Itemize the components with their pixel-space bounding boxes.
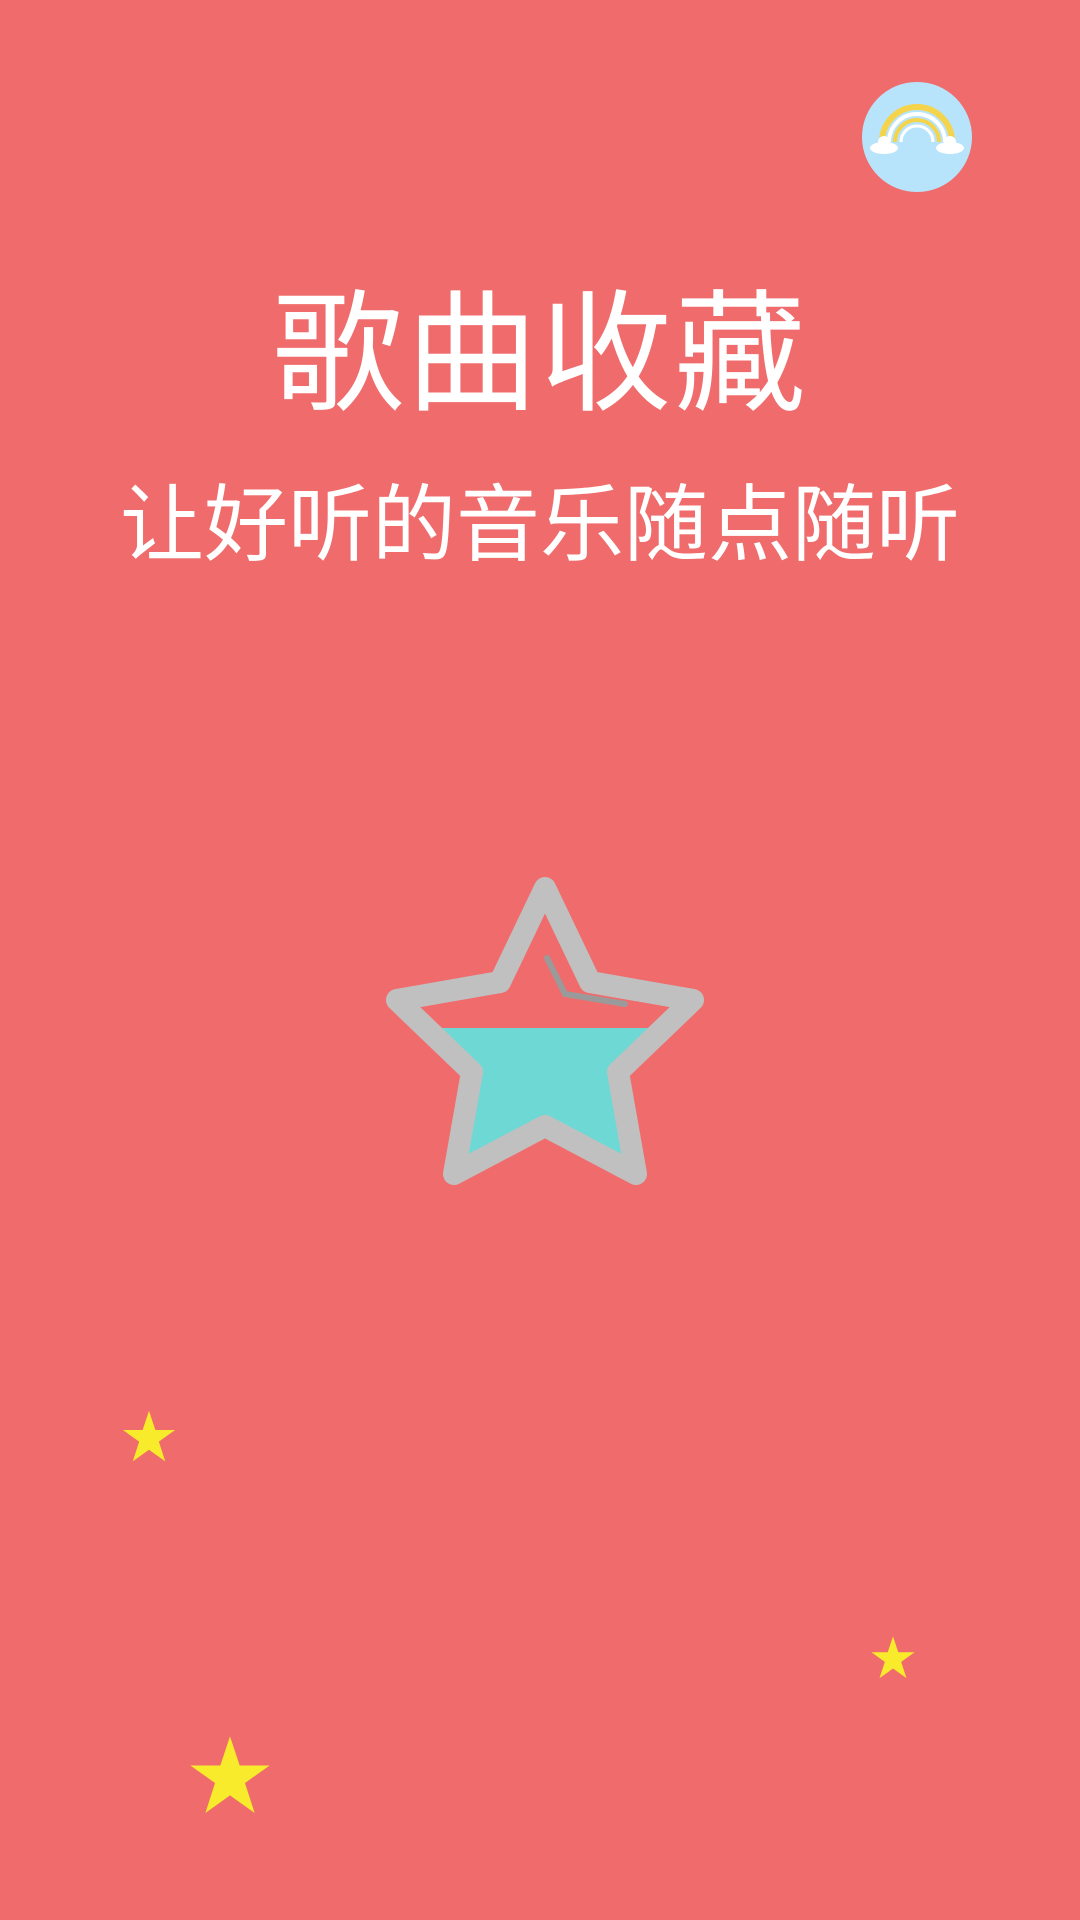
page-subtitle: 让好听的音乐随点随听 — [119, 476, 960, 574]
rainbow-badge — [862, 82, 972, 192]
page-title: 歌曲收藏 — [272, 278, 808, 432]
rainbow-icon — [870, 104, 964, 154]
yellow-star-icon — [190, 1736, 270, 1813]
star-favorite-icon — [386, 877, 704, 1185]
yellow-star-icon — [871, 1636, 915, 1679]
yellow-star-icon — [122, 1410, 176, 1462]
